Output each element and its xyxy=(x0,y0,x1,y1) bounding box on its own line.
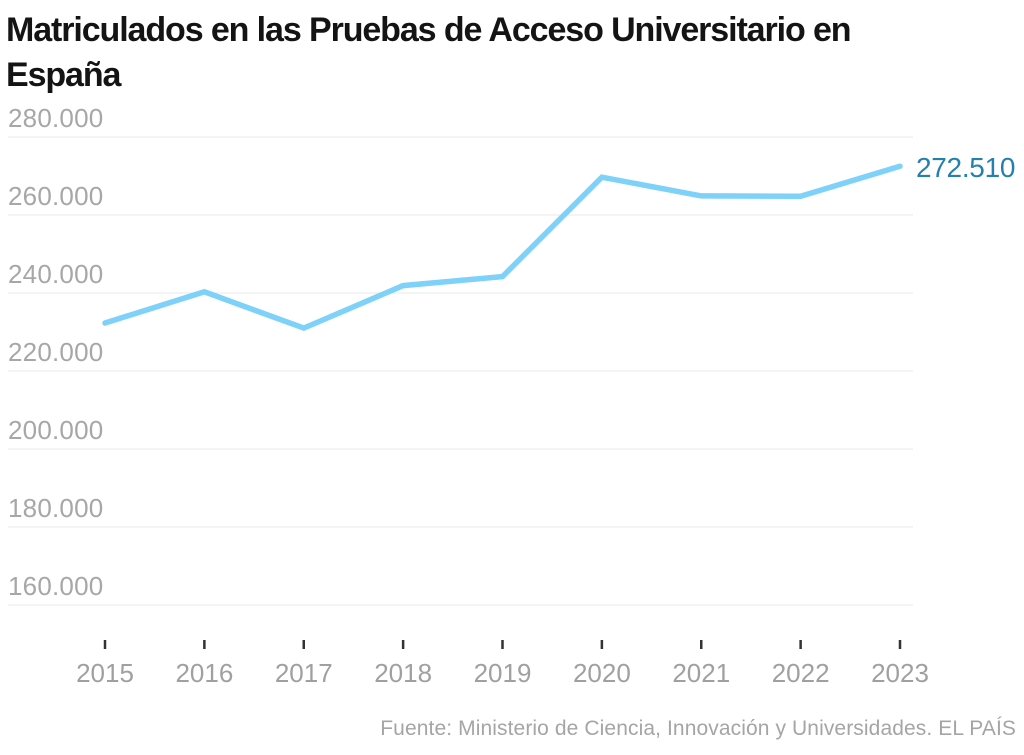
x-axis-tick xyxy=(600,640,604,649)
y-axis-tick-label: 200.000 xyxy=(8,415,104,445)
x-axis-tick xyxy=(799,640,802,649)
chart-title-line-2: España xyxy=(6,56,121,94)
x-axis-tick xyxy=(700,640,703,649)
y-axis-tick-label: 280.000 xyxy=(8,103,104,133)
x-axis-tick xyxy=(501,640,504,649)
x-axis-year-label: 2016 xyxy=(175,658,234,688)
chart-title: Matriculados en las Pruebas de Acceso Un… xyxy=(6,8,1016,98)
gridlines xyxy=(8,136,913,606)
x-axis-year-label: 2018 xyxy=(374,658,433,688)
x-axis-year-label: 2023 xyxy=(871,658,929,688)
chart-title-line-1: Matriculados en las Pruebas de Acceso Un… xyxy=(6,11,852,49)
x-axis-year-label: 2015 xyxy=(76,658,134,688)
x-axis-tick xyxy=(898,640,902,649)
x-axis-year-label: 2022 xyxy=(771,658,830,688)
data-line xyxy=(102,163,903,332)
y-axis-tick-label: 220.000 xyxy=(8,337,104,367)
x-axis-year-label: 2019 xyxy=(473,658,532,688)
source-attribution: Fuente: Ministerio de Ciencia, Innovació… xyxy=(380,717,1016,740)
x-axis-tick xyxy=(302,640,305,649)
y-axis-tick-label: 160.000 xyxy=(8,571,104,601)
y-axis-tick-label: 240.000 xyxy=(8,259,104,289)
x-axis-ticks xyxy=(103,640,902,649)
x-axis-tick xyxy=(103,640,107,649)
y-axis-tick-label: 260.000 xyxy=(8,181,104,211)
x-axis-tick xyxy=(203,640,206,649)
y-axis-tick-label: 180.000 xyxy=(8,493,104,523)
x-axis-tick xyxy=(401,640,405,649)
x-axis-year-label: 2017 xyxy=(274,658,333,688)
x-axis-year-label: 2021 xyxy=(672,658,731,688)
end-value-label: 272.510 xyxy=(916,152,1016,183)
x-axis-year-label: 2020 xyxy=(572,658,631,688)
